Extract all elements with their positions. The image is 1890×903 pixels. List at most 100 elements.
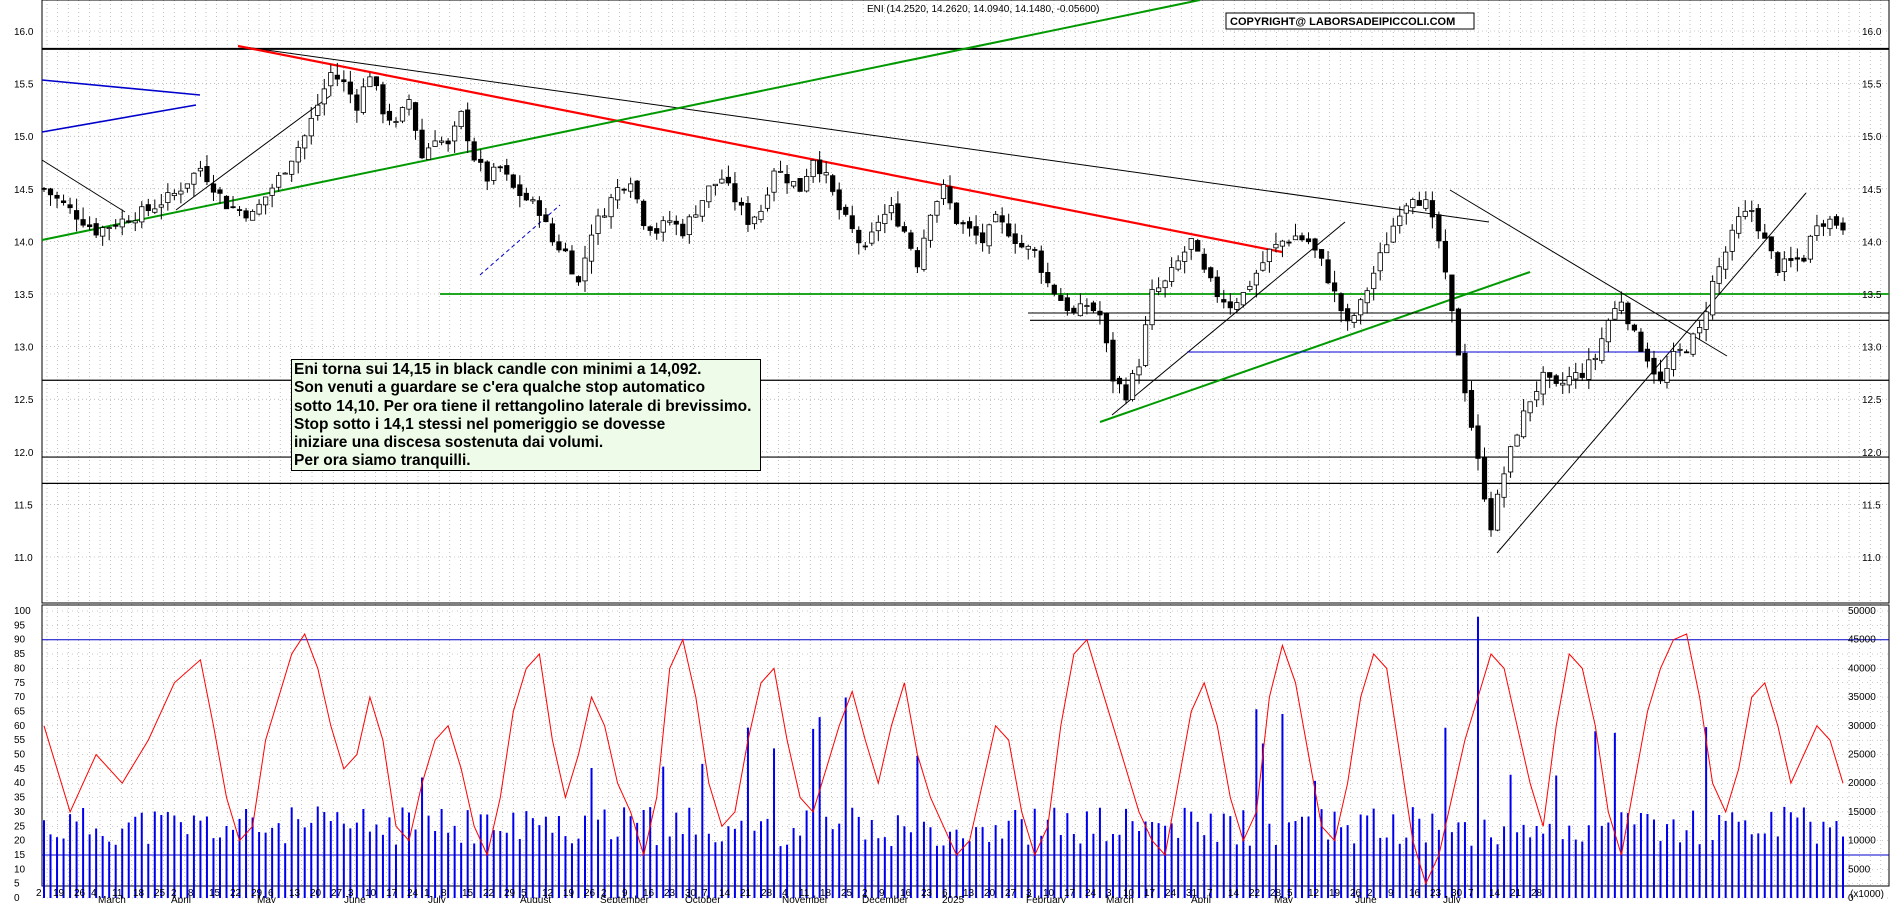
x-day-tick-label: 11 [799,888,810,899]
candle-body [1169,267,1175,282]
candle-body [1683,351,1690,354]
candle-body [569,250,575,275]
candle-body [1338,293,1344,312]
x-day-tick-label: 3 [1026,888,1032,899]
candle-body [1247,285,1253,290]
x-day-tick-label: 27 [331,888,343,899]
x-day-tick-label: 25 [154,888,166,899]
x-day-tick-label: 18 [820,888,832,899]
candle-body [1788,258,1794,261]
candle-body [530,199,536,202]
candle-body [73,210,80,220]
oscillator-tick-label: 40 [14,778,26,789]
oscillator [42,632,1889,886]
candle-body [966,221,973,229]
annotation-box: Eni torna sui 14,15 in black candle con … [291,359,761,471]
oscillator-tick-label: 50 [14,750,26,761]
candle-body [980,232,986,244]
candle-body [914,250,921,268]
oscillator-tick-label: 85 [14,649,26,660]
candle-body [282,172,288,175]
x-day-tick-label: 12 [1308,888,1320,899]
volume-tick-label: 20000 [1848,778,1876,789]
trendline [41,0,1201,241]
x-day-tick-label: 30 [1451,888,1463,899]
candle-body [1175,260,1181,270]
annotation-line: iniziare una discesa sostenuta dai volum… [294,434,604,452]
candle-body [797,178,803,192]
candle-body [921,237,927,270]
candle-body [895,203,901,227]
volume-tick-label: 0 [1848,893,1854,903]
candle-body [1071,307,1077,314]
candle-body [1312,238,1318,251]
candle-body [1208,267,1214,279]
candle-body [1540,371,1546,395]
candle-body [608,197,614,218]
candle-body [647,226,653,231]
candle-body [1201,253,1207,270]
x-month-label: April [171,895,191,903]
candle-body [1833,216,1840,226]
x-day-tick-label: 9 [1388,888,1394,899]
annotation-line: sotto 14,10. Per ora tiene il rettangoli… [294,397,752,415]
candle-body [1820,223,1827,227]
x-day-tick-label: 9 [879,888,885,899]
candle-body [432,140,438,147]
oscillator-tick-label: 0 [14,893,20,903]
candle-body [582,257,588,282]
oscillator-tick-label: 60 [14,721,26,732]
x-month-label: December [862,895,909,903]
x-day-tick-label: 2 [171,888,177,899]
candle-body [504,165,510,175]
candle-body [1507,446,1514,473]
candle-body [549,223,556,243]
candle-body [1221,299,1227,303]
candle-body [289,160,295,175]
x-month-label: November [782,895,829,903]
candle-body [1618,301,1624,311]
candle-body [471,141,477,161]
y-tick-label-left: 14.0 [14,237,34,248]
x-day-tick-label: 14 [719,888,731,899]
x-day-tick-label: 23 [1430,888,1442,899]
candle-body [458,110,464,128]
candle-body [1553,375,1559,384]
candle-body [1455,308,1462,356]
candle-body [732,183,738,203]
candle-body [556,241,562,251]
x-month-label: March [98,895,126,903]
x-day-tick-label: 17 [386,888,398,899]
oscillator-tick-label: 95 [14,620,26,631]
candle-body [836,189,842,211]
oscillator-tick-label: 75 [14,678,26,689]
candle-body [1501,473,1507,498]
candle-body [1625,302,1631,325]
candle-body [113,224,119,227]
x-day-tick-label: 16 [900,888,912,899]
y-tick-label-right: 14.0 [1862,237,1882,248]
x-day-tick-label: 8 [441,888,447,899]
candle-body [1351,315,1357,323]
candle-body [386,110,393,121]
candle-body [119,218,125,228]
y-tick-label-left: 13.0 [14,343,34,354]
x-day-tick-label: 16 [1409,888,1421,899]
volume-tick-label: 40000 [1848,663,1876,674]
candle-body [276,175,282,188]
candle-body [1807,235,1814,260]
candle-body [693,214,699,218]
candle-body [517,184,523,197]
candle-body [843,206,849,215]
oscillator-tick-label: 70 [14,692,26,703]
candle-body [1462,352,1468,394]
candle-body [1292,235,1299,241]
y-tick-label-right: 11.5 [1862,500,1881,511]
x-month-label: June [344,895,366,903]
candle-body [100,227,106,237]
candle-body [771,170,777,193]
x-day-tick-label: 27 [1005,888,1017,899]
candle-body [712,183,718,187]
x-day-tick-label: 6 [268,888,274,899]
candle-body [1103,313,1110,344]
